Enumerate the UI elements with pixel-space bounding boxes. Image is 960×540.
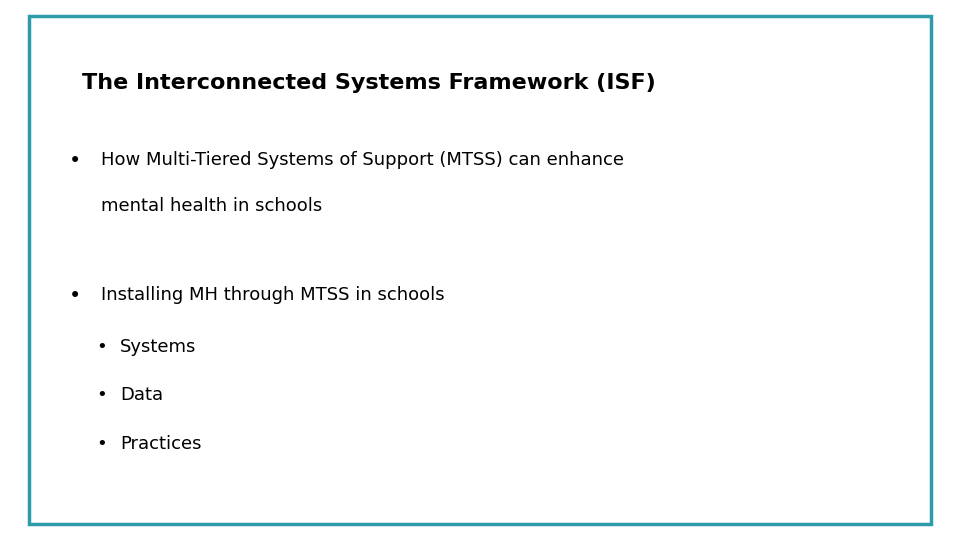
Text: The Interconnected Systems Framework (ISF): The Interconnected Systems Framework (IS… (82, 73, 656, 93)
Text: •: • (96, 386, 107, 404)
Text: Installing MH through MTSS in schools: Installing MH through MTSS in schools (101, 286, 444, 304)
Text: Systems: Systems (120, 338, 197, 355)
Text: •: • (96, 435, 107, 453)
Text: •: • (69, 286, 82, 306)
Text: Practices: Practices (120, 435, 202, 453)
Text: Data: Data (120, 386, 163, 404)
Text: •: • (69, 151, 82, 171)
Text: mental health in schools: mental health in schools (101, 197, 322, 215)
FancyBboxPatch shape (29, 16, 931, 524)
Text: How Multi-Tiered Systems of Support (MTSS) can enhance: How Multi-Tiered Systems of Support (MTS… (101, 151, 624, 169)
Text: •: • (96, 338, 107, 355)
